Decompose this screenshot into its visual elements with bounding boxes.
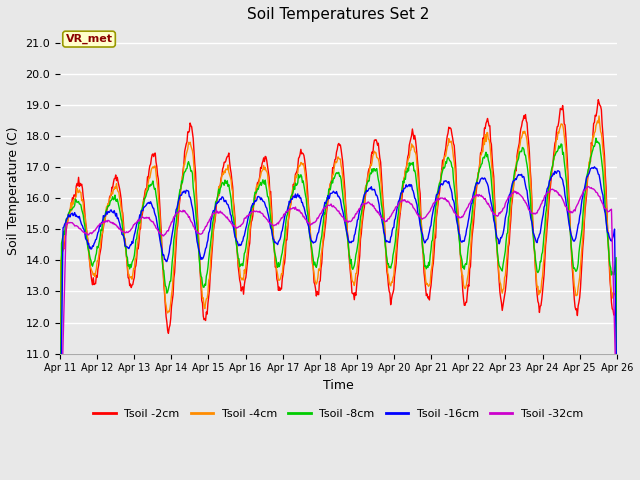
X-axis label: Time: Time xyxy=(323,379,354,392)
Text: VR_met: VR_met xyxy=(65,34,113,44)
Title: Soil Temperatures Set 2: Soil Temperatures Set 2 xyxy=(247,7,429,22)
Y-axis label: Soil Temperature (C): Soil Temperature (C) xyxy=(7,126,20,255)
Legend: Tsoil -2cm, Tsoil -4cm, Tsoil -8cm, Tsoil -16cm, Tsoil -32cm: Tsoil -2cm, Tsoil -4cm, Tsoil -8cm, Tsoi… xyxy=(89,405,588,424)
